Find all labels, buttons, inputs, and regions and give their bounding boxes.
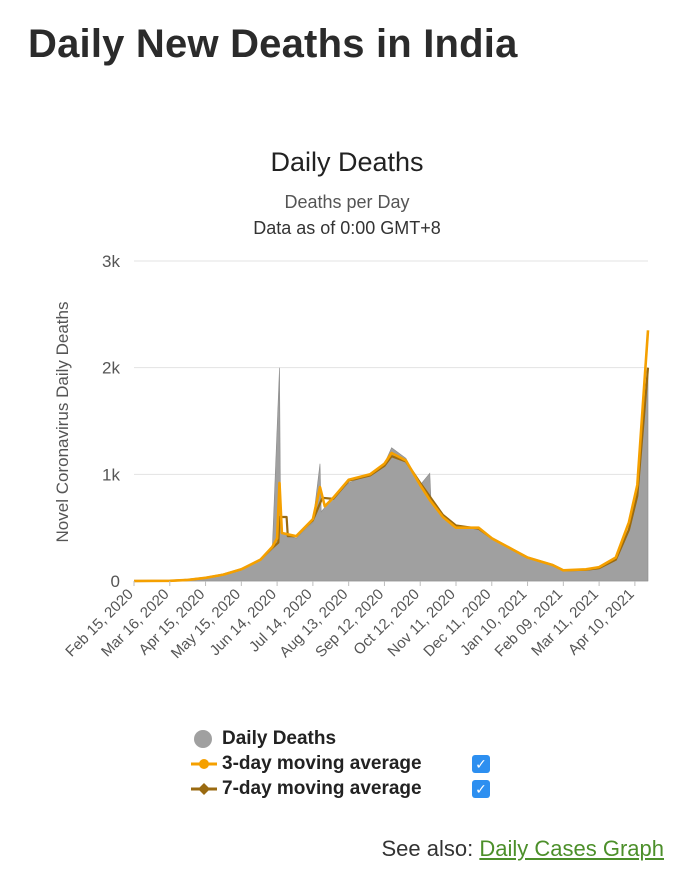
legend-item-daily-deaths[interactable]: Daily Deaths — [190, 726, 510, 751]
chart-subtitle-line-1: Deaths per Day — [284, 192, 409, 212]
three-day-average-line — [133, 330, 650, 583]
legend-label: 7-day moving average — [222, 777, 422, 799]
y-axis-label: Novel Coronavirus Daily Deaths — [53, 302, 72, 543]
orange-line-marker-icon — [190, 753, 222, 775]
brown-line-diamond-icon — [190, 778, 222, 800]
daily-deaths-chart: Daily Deaths Deaths per Day Data as of 0… — [53, 147, 650, 662]
gray-circle-icon — [190, 728, 222, 750]
daily-cases-graph-link[interactable]: Daily Cases Graph — [479, 836, 664, 861]
checkbox-checked-icon[interactable]: ✓ — [472, 779, 490, 798]
see-also: See also: Daily Cases Graph — [382, 836, 665, 862]
y-axis-ticks: 0 1k 2k 3k — [102, 252, 120, 591]
chart-legend: Daily Deaths 3-day moving average ✓ 7-da… — [190, 726, 510, 801]
y-tick-label: 2k — [102, 359, 120, 378]
legend-label: 3-day moving average — [222, 752, 422, 774]
y-tick-label: 0 — [111, 572, 120, 591]
chart-title: Daily Deaths — [270, 147, 423, 177]
legend-label: Daily Deaths — [222, 727, 337, 749]
chart-container: Daily Deaths Deaths per Day Data as of 0… — [0, 140, 690, 700]
chart-subtitle-line-2: Data as of 0:00 GMT+8 — [253, 218, 441, 238]
legend-item-3-day-average[interactable]: 3-day moving average ✓ — [190, 751, 510, 776]
y-tick-label: 1k — [102, 465, 120, 484]
page-title: Daily New Deaths in India — [28, 22, 518, 66]
checkbox-checked-icon[interactable]: ✓ — [472, 754, 490, 773]
legend-item-7-day-average[interactable]: 7-day moving average ✓ — [190, 776, 510, 801]
see-also-prefix: See also: — [381, 836, 474, 861]
moving-average-lines — [133, 330, 650, 583]
y-tick-label: 3k — [102, 252, 120, 271]
